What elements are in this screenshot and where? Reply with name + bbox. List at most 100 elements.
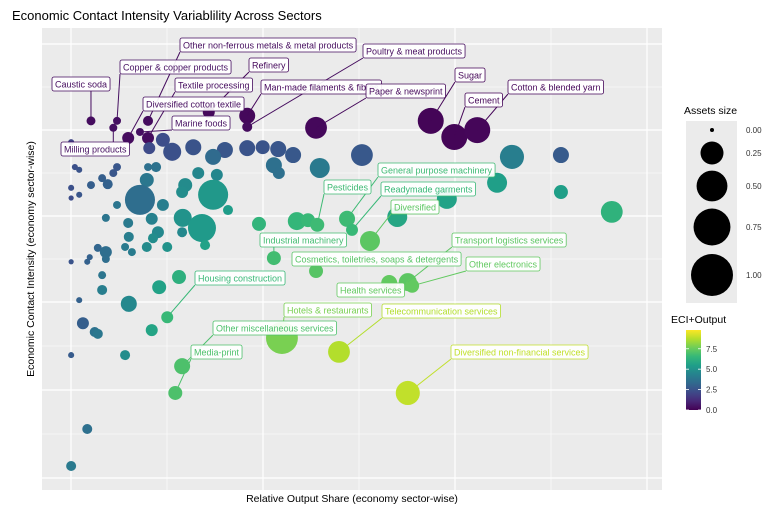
point-label: Housing construction xyxy=(194,270,286,286)
size-legend-circle xyxy=(693,208,731,246)
point-label: Other electronics xyxy=(465,256,541,272)
label-box xyxy=(179,37,357,53)
data-point xyxy=(210,168,223,181)
data-point xyxy=(109,169,118,178)
label-box xyxy=(174,77,253,93)
point-label: Cosmetics, toiletries, soaps & detergent… xyxy=(291,251,462,267)
label-text: Health services xyxy=(340,286,402,296)
data-point xyxy=(93,243,102,252)
point-label: Cotton & blended yarn xyxy=(507,79,604,95)
label-box xyxy=(465,256,541,272)
data-point xyxy=(101,213,110,222)
label-box xyxy=(248,57,289,73)
point-label: Refinery xyxy=(248,57,289,73)
label-connector xyxy=(369,213,392,242)
data-point xyxy=(172,270,187,285)
label-text: Readymade garments xyxy=(384,185,473,195)
label-text: Media-print xyxy=(194,348,240,358)
label-text: Refinery xyxy=(252,61,286,71)
label-connector xyxy=(453,106,466,138)
data-point xyxy=(102,179,113,190)
data-point xyxy=(285,147,302,164)
label-box xyxy=(380,181,476,197)
data-point xyxy=(200,240,211,251)
point-label: Paper & newsprint xyxy=(365,83,446,99)
data-point xyxy=(84,258,91,265)
label-text: Paper & newsprint xyxy=(369,87,443,97)
data-point xyxy=(192,167,205,180)
label-connector xyxy=(246,93,262,117)
data-point xyxy=(156,198,169,211)
point-label: Poultry & meat products xyxy=(362,43,466,59)
data-point xyxy=(309,157,330,178)
label-text: Caustic soda xyxy=(55,80,107,90)
point-labels: Caustic soda Copper & copper products Mill… xyxy=(51,37,604,394)
label-box xyxy=(336,282,405,298)
point-label: Industrial machinery xyxy=(259,232,347,248)
color-bar xyxy=(686,330,701,410)
point-label: Diversified cotton textile xyxy=(142,96,245,112)
point-label: Diversified non-financial services xyxy=(450,344,589,360)
size-legend-label: 0.50 xyxy=(746,182,762,191)
color-legend-label: 7.5 xyxy=(706,345,718,354)
data-point xyxy=(351,144,373,166)
data-point xyxy=(109,123,118,132)
label-box xyxy=(464,92,503,108)
label-text: Cement xyxy=(468,96,500,106)
label-connector xyxy=(139,129,173,133)
label-box xyxy=(60,141,130,157)
label-box xyxy=(119,59,232,75)
label-text: Other miscellaneous services xyxy=(216,324,334,334)
label-box xyxy=(171,115,231,131)
data-point xyxy=(86,254,93,261)
label-connector xyxy=(430,81,456,122)
point-label: Readymade garments xyxy=(380,181,476,197)
data-point xyxy=(198,179,229,210)
data-point xyxy=(145,324,158,337)
label-box xyxy=(390,199,440,215)
label-connector xyxy=(127,110,144,139)
data-point xyxy=(98,271,107,280)
point-label: Transport logistics services xyxy=(451,232,567,248)
data-point xyxy=(162,241,173,252)
data-point xyxy=(239,140,256,157)
data-point xyxy=(68,184,75,191)
data-point xyxy=(145,212,158,225)
label-box xyxy=(454,67,486,83)
size-legend-label: 0.25 xyxy=(746,149,762,158)
data-point xyxy=(163,142,182,161)
label-text: Diversified xyxy=(394,203,436,213)
label-text: Cotton & blended yarn xyxy=(511,83,601,93)
point-label: Telecommunication services xyxy=(381,303,501,319)
data-point xyxy=(552,147,569,164)
label-text: Copper & copper products xyxy=(123,63,229,73)
size-legend-label: 0.00 xyxy=(746,126,762,135)
label-text: Diversified cotton textile xyxy=(146,100,241,110)
color-legend: ECI+Output 0.0 2.5 5.0 7.5 xyxy=(671,314,726,415)
point-label: Textile processing xyxy=(174,77,253,93)
data-point xyxy=(144,163,153,172)
label-text: Telecommunication services xyxy=(385,307,498,317)
data-point xyxy=(151,162,162,173)
data-point xyxy=(101,255,110,263)
point-label: Caustic soda xyxy=(51,76,111,92)
label-connector xyxy=(166,284,196,318)
label-text: Pesticides xyxy=(327,183,369,193)
data-point xyxy=(76,166,83,173)
point-label: Health services xyxy=(336,282,405,298)
data-point xyxy=(97,284,108,295)
label-text: Diversified non-financial services xyxy=(454,348,586,358)
data-point xyxy=(92,328,103,339)
data-point xyxy=(147,233,158,244)
point-label: Copper & copper products xyxy=(119,59,232,75)
label-text: Cosmetics, toiletries, soaps & detergent… xyxy=(295,255,459,265)
label-box xyxy=(365,83,446,99)
label-text: Other electronics xyxy=(469,260,538,270)
label-text: General purpose machinery xyxy=(381,166,493,176)
label-text: Poultry & meat products xyxy=(366,47,463,57)
data-point xyxy=(76,191,83,198)
label-connector xyxy=(338,317,383,353)
point-label: Hotels & restaurants xyxy=(283,302,372,318)
point-label: Marine foods xyxy=(171,115,231,131)
point-label: Diversified xyxy=(390,199,440,215)
